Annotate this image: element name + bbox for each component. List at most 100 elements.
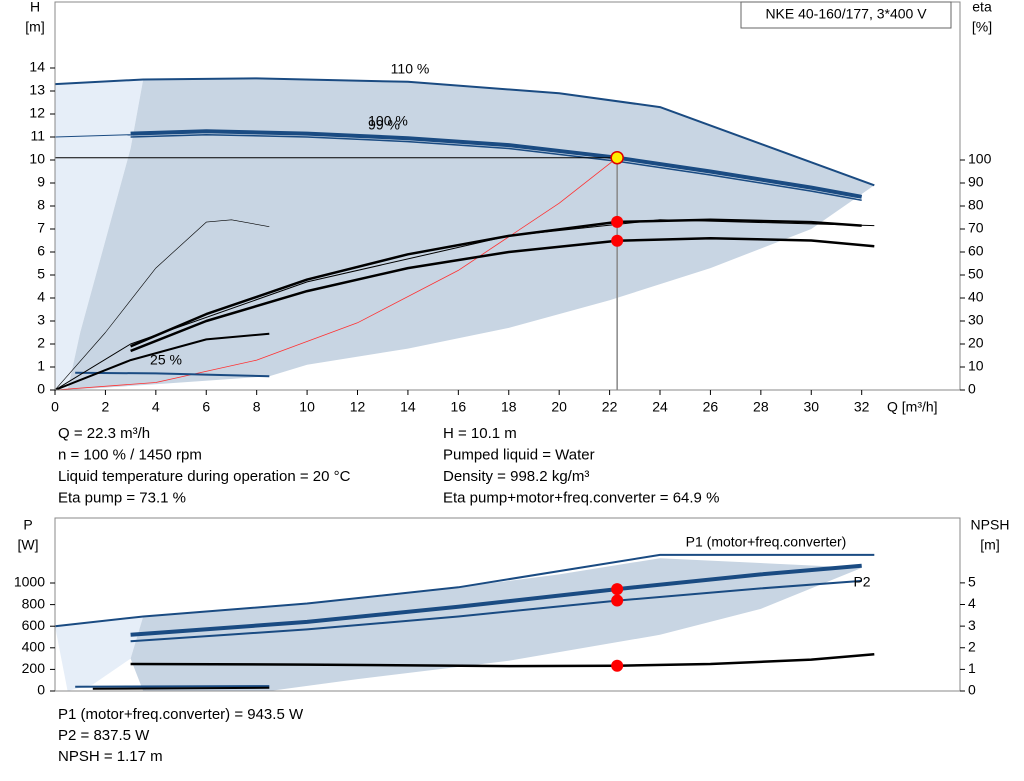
info-line: Eta pump = 73.1 % bbox=[58, 489, 186, 506]
curve bbox=[130, 579, 862, 643]
y-tick-label: 12 bbox=[29, 105, 45, 121]
curve-label: 110 % bbox=[391, 61, 430, 77]
y2-axis-label: NPSH bbox=[971, 517, 1010, 533]
y-tick-label: 5 bbox=[37, 266, 45, 282]
y2-tick-label: 0 bbox=[968, 381, 976, 397]
y-tick-label: 400 bbox=[22, 639, 46, 655]
chart: 110 %100 %99 %25 %0 2 4 6 8 10 12 14 16 18 20 22 24 2… bbox=[25, 0, 992, 415]
y2-tick-label: 80 bbox=[968, 197, 984, 213]
curve bbox=[54, 553, 875, 628]
area bbox=[55, 616, 144, 691]
x-tick-label: 28 bbox=[753, 399, 769, 415]
operating-point bbox=[611, 659, 624, 672]
x-tick-label: 16 bbox=[451, 399, 467, 415]
curve bbox=[54, 134, 131, 138]
info-line: NPSH = 1.17 m bbox=[58, 748, 163, 765]
x-tick-label: 2 bbox=[102, 399, 110, 415]
y-tick-label: 3 bbox=[37, 312, 45, 328]
y-axis-label: H bbox=[30, 0, 40, 15]
y-tick-label: 9 bbox=[37, 174, 45, 190]
info-line: Density = 998.2 kg/m³ bbox=[443, 468, 589, 485]
x-tick-label: 4 bbox=[152, 399, 160, 415]
operating-point bbox=[611, 583, 624, 596]
x-tick-label: 24 bbox=[652, 399, 668, 415]
curve bbox=[92, 686, 270, 690]
x-tick-label: 30 bbox=[803, 399, 819, 415]
info-line: Eta pump+motor+freq.converter = 64.9 % bbox=[443, 489, 719, 506]
x-tick-label: 10 bbox=[299, 399, 315, 415]
info-line: Q = 22.3 m³/h bbox=[58, 425, 150, 442]
y2-tick-label: 90 bbox=[968, 174, 984, 190]
y-tick-label: 6 bbox=[37, 243, 45, 259]
y2-tick-label: 10 bbox=[968, 358, 984, 374]
y-tick-label: 11 bbox=[30, 128, 45, 144]
x-axis-label: Q [m³/h] bbox=[887, 399, 938, 415]
curve bbox=[54, 219, 270, 391]
y-axis-label: P bbox=[23, 517, 32, 533]
y-tick-label: 2 bbox=[37, 335, 45, 351]
y-tick-label: 0 bbox=[37, 682, 45, 698]
y2-tick-label: 50 bbox=[968, 266, 984, 282]
y-tick-label: 1000 bbox=[14, 574, 45, 590]
info-line: P1 (motor+freq.converter) = 943.5 W bbox=[58, 706, 304, 723]
area bbox=[67, 78, 875, 391]
curve-label: 25 % bbox=[150, 352, 182, 368]
curve bbox=[130, 563, 862, 637]
info-line: Liquid temperature during operation = 20… bbox=[58, 468, 351, 485]
curve bbox=[130, 218, 862, 348]
info-line: H = 10.1 m bbox=[443, 425, 517, 442]
y-tick-label: 0 bbox=[37, 381, 45, 397]
y2-tick-label: 0 bbox=[968, 682, 976, 698]
y-tick-label: 7 bbox=[37, 220, 45, 236]
curve bbox=[54, 77, 875, 187]
x-tick-label: 8 bbox=[253, 399, 261, 415]
curve bbox=[130, 236, 875, 353]
y-tick-label: 1 bbox=[37, 358, 45, 374]
y-tick-label: 200 bbox=[22, 660, 46, 676]
y-tick-label: 10 bbox=[29, 151, 45, 167]
operating-point bbox=[611, 594, 624, 607]
y2-tick-label: 70 bbox=[968, 220, 984, 236]
y2-tick-label: 3 bbox=[968, 617, 976, 633]
y2-axis-unit: [%] bbox=[972, 19, 992, 35]
x-tick-label: 26 bbox=[703, 399, 719, 415]
info-line: n = 100 % / 1450 rpm bbox=[58, 446, 202, 463]
operating-point bbox=[611, 215, 624, 228]
y-tick-label: 8 bbox=[37, 197, 45, 213]
y2-tick-label: 20 bbox=[968, 335, 984, 351]
curve bbox=[75, 685, 270, 688]
operating-point bbox=[611, 234, 624, 247]
curve-label: P2 bbox=[853, 574, 870, 590]
y2-tick-label: 30 bbox=[968, 312, 984, 328]
y-axis-unit: [W] bbox=[18, 537, 39, 553]
title-box bbox=[740, 1, 952, 29]
y2-tick-label: 1 bbox=[968, 660, 976, 676]
y2-tick-label: 100 bbox=[968, 151, 992, 167]
y-tick-label: 14 bbox=[29, 59, 45, 75]
y2-tick-label: 4 bbox=[968, 595, 976, 611]
curve bbox=[54, 332, 270, 391]
curve-label: 99 % bbox=[368, 117, 400, 133]
info-line: P2 = 837.5 W bbox=[58, 727, 150, 744]
info-line: Pumped liquid = Water bbox=[443, 446, 595, 463]
y2-tick-label: 60 bbox=[968, 243, 984, 259]
curve-label: 100 % bbox=[368, 113, 408, 129]
curve bbox=[130, 133, 862, 202]
chart: P1 (motor+freq.converter)P20200400600800… bbox=[14, 517, 1010, 698]
y2-tick-label: 5 bbox=[968, 574, 976, 590]
y2-tick-label: 2 bbox=[968, 638, 976, 654]
y-tick-label: 800 bbox=[22, 595, 46, 611]
y2-axis-label: eta bbox=[972, 0, 992, 15]
plot-frame bbox=[54, 1, 961, 391]
x-tick-label: 20 bbox=[551, 399, 567, 415]
operating-point bbox=[610, 150, 624, 165]
area bbox=[130, 558, 862, 691]
x-tick-label: 6 bbox=[202, 399, 210, 415]
y-tick-label: 13 bbox=[29, 82, 45, 98]
title: NKE 40-160/177, 3*400 V bbox=[765, 6, 927, 22]
x-tick-label: 32 bbox=[854, 399, 870, 415]
curve bbox=[54, 157, 618, 391]
area bbox=[55, 79, 144, 390]
x-tick-label: 0 bbox=[51, 399, 59, 415]
